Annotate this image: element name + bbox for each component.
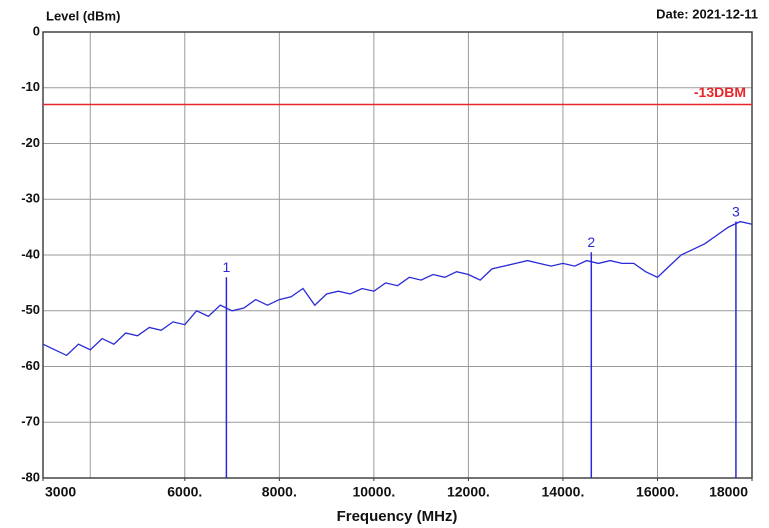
date-label: Date: 2021-12-11	[656, 6, 758, 21]
x-tick-label: 18000	[709, 484, 748, 500]
spectrum-trace	[42, 220, 753, 357]
y-tick-label: -80	[21, 469, 40, 484]
y-tick-label: -50	[21, 302, 40, 317]
x-tick-label: 16000.	[636, 484, 679, 500]
y-tick-label: -70	[21, 414, 40, 429]
y-axis-title: Level (dBm)	[46, 8, 120, 23]
x-tick-label: 12000.	[447, 484, 490, 500]
y-tick-label: -60	[21, 358, 40, 373]
x-tick-label: 14000.	[542, 484, 585, 500]
marker-label: 1	[222, 259, 230, 275]
plot-frame	[42, 31, 753, 479]
y-tick-label: -10	[21, 79, 40, 94]
x-tick-label: 10000.	[352, 484, 395, 500]
x-tick-label: 3000	[45, 484, 76, 500]
x-tick-label: 6000.	[167, 484, 202, 500]
x-axis-title: Frequency (MHz)	[337, 508, 458, 525]
marker-label: 2	[587, 234, 595, 250]
y-tick-label: -20	[21, 135, 40, 150]
x-tick-label: 8000.	[262, 484, 297, 500]
y-tick-label: 0	[33, 23, 40, 38]
y-tick-label: -40	[21, 246, 40, 261]
reference-label: -13DBM	[694, 84, 746, 100]
marker-label: 3	[732, 203, 740, 219]
y-tick-label: -30	[21, 191, 40, 206]
